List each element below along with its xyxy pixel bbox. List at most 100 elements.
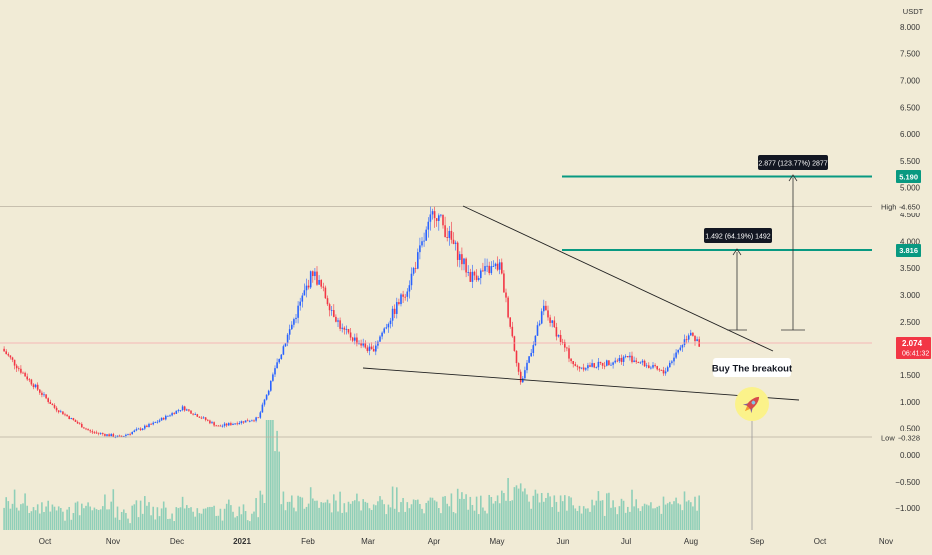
candle-body: [28, 379, 31, 381]
target-price-badge-2: 5.190: [896, 170, 921, 183]
time-tick: Sep: [750, 537, 765, 546]
candle-body: [253, 420, 255, 422]
volume-bar: [526, 494, 528, 530]
measure-tool-1[interactable]: [727, 248, 747, 331]
candle-body: [404, 296, 406, 298]
candle-body: [622, 356, 625, 362]
candle-body: [104, 434, 106, 436]
time-tick: Jun: [557, 537, 570, 546]
volume-bar: [471, 504, 474, 530]
candle-body: [221, 425, 224, 427]
volume-bar: [51, 504, 54, 530]
volume-bar: [24, 493, 26, 530]
volume-bar: [463, 498, 465, 530]
volume-bar: [5, 497, 7, 530]
volume-bar: [131, 505, 133, 530]
candle-body: [553, 320, 556, 328]
candle-body: [358, 342, 360, 344]
candle-body: [181, 406, 184, 410]
volume-bar: [545, 497, 547, 530]
volume-bar: [351, 501, 354, 530]
volume-bar: [536, 493, 539, 530]
candle-body: [309, 271, 312, 288]
candle-body: [536, 325, 539, 336]
volume-bar: [522, 491, 524, 530]
volume-bar: [383, 504, 385, 530]
volume-bar: [440, 513, 442, 530]
volume-bar: [543, 501, 545, 530]
candle-body: [39, 389, 41, 393]
time-tick: Feb: [301, 537, 315, 546]
annotation-callout[interactable]: Buy The breakout: [712, 358, 793, 377]
candle-body: [446, 237, 448, 238]
measure-tool-2[interactable]: [781, 174, 805, 331]
candle-body: [341, 327, 343, 329]
volume-bar: [190, 507, 192, 530]
wedge-lower-line[interactable]: [362, 367, 800, 401]
volume-bar: [501, 490, 503, 530]
candle-body: [110, 434, 112, 437]
volume-bar: [150, 515, 152, 530]
volume-bar: [578, 505, 581, 530]
candle-body: [417, 252, 419, 269]
volume-bar: [603, 515, 606, 530]
candle-body: [209, 420, 211, 424]
volume-bar: [324, 502, 327, 530]
volume-bar: [293, 507, 295, 530]
candle-body: [461, 254, 463, 265]
candle-body: [339, 320, 341, 329]
candle-body: [595, 367, 598, 369]
volume-bar: [469, 496, 472, 530]
candle-body: [307, 285, 310, 288]
candle-body: [127, 434, 129, 435]
volume-bar: [196, 508, 199, 530]
candle-body: [284, 343, 287, 347]
candle-body: [356, 337, 358, 344]
volume-bar: [648, 505, 650, 530]
volume-bar: [570, 497, 572, 530]
volume-bar: [635, 499, 637, 530]
volume-bar: [177, 508, 180, 530]
price-tick: 5.000: [900, 184, 921, 193]
volume-bar: [631, 489, 633, 530]
candle-body: [345, 329, 348, 330]
annotation-text: Buy The breakout: [712, 364, 793, 375]
candle-body: [217, 425, 220, 427]
price-axis[interactable]: USDT 8.000 7.500 7.000 6.500 6.000 5.500…: [876, 7, 931, 513]
volume-bar: [286, 501, 289, 530]
candle-body: [593, 363, 595, 368]
candle-body: [328, 304, 331, 311]
volume-bar: [246, 520, 249, 530]
candle-body: [141, 428, 144, 430]
volume-bar: [312, 498, 314, 530]
volume-bar: [232, 511, 234, 530]
candle-body: [167, 415, 169, 417]
volume-bar: [9, 508, 12, 530]
volume-bar: [650, 502, 652, 530]
candle-body: [335, 316, 337, 322]
candle-body: [509, 317, 511, 327]
volume-bar: [679, 504, 682, 530]
candle-body: [242, 421, 245, 423]
price-tick: 7.500: [900, 50, 921, 59]
volume-bar: [379, 496, 381, 530]
volume-bar: [169, 518, 171, 530]
wedge-upper-line[interactable]: [462, 205, 774, 352]
volume-bar: [448, 506, 451, 530]
candle-body: [435, 218, 438, 221]
candle-body: [20, 368, 22, 373]
candle-body: [169, 415, 171, 417]
candle-body: [368, 346, 371, 351]
candle-body: [564, 342, 566, 348]
volume-bar: [484, 510, 486, 530]
volume-bar: [123, 509, 125, 530]
volume-bar: [175, 507, 178, 530]
candle-body: [244, 420, 247, 423]
volume-bar: [32, 507, 35, 530]
volume-bar: [480, 495, 482, 530]
low-label-separator: −: [898, 434, 903, 443]
time-axis[interactable]: Oct Nov Dec 2021 Feb Mar Apr May Jun Jul…: [39, 537, 893, 546]
volume-bar: [494, 501, 497, 530]
